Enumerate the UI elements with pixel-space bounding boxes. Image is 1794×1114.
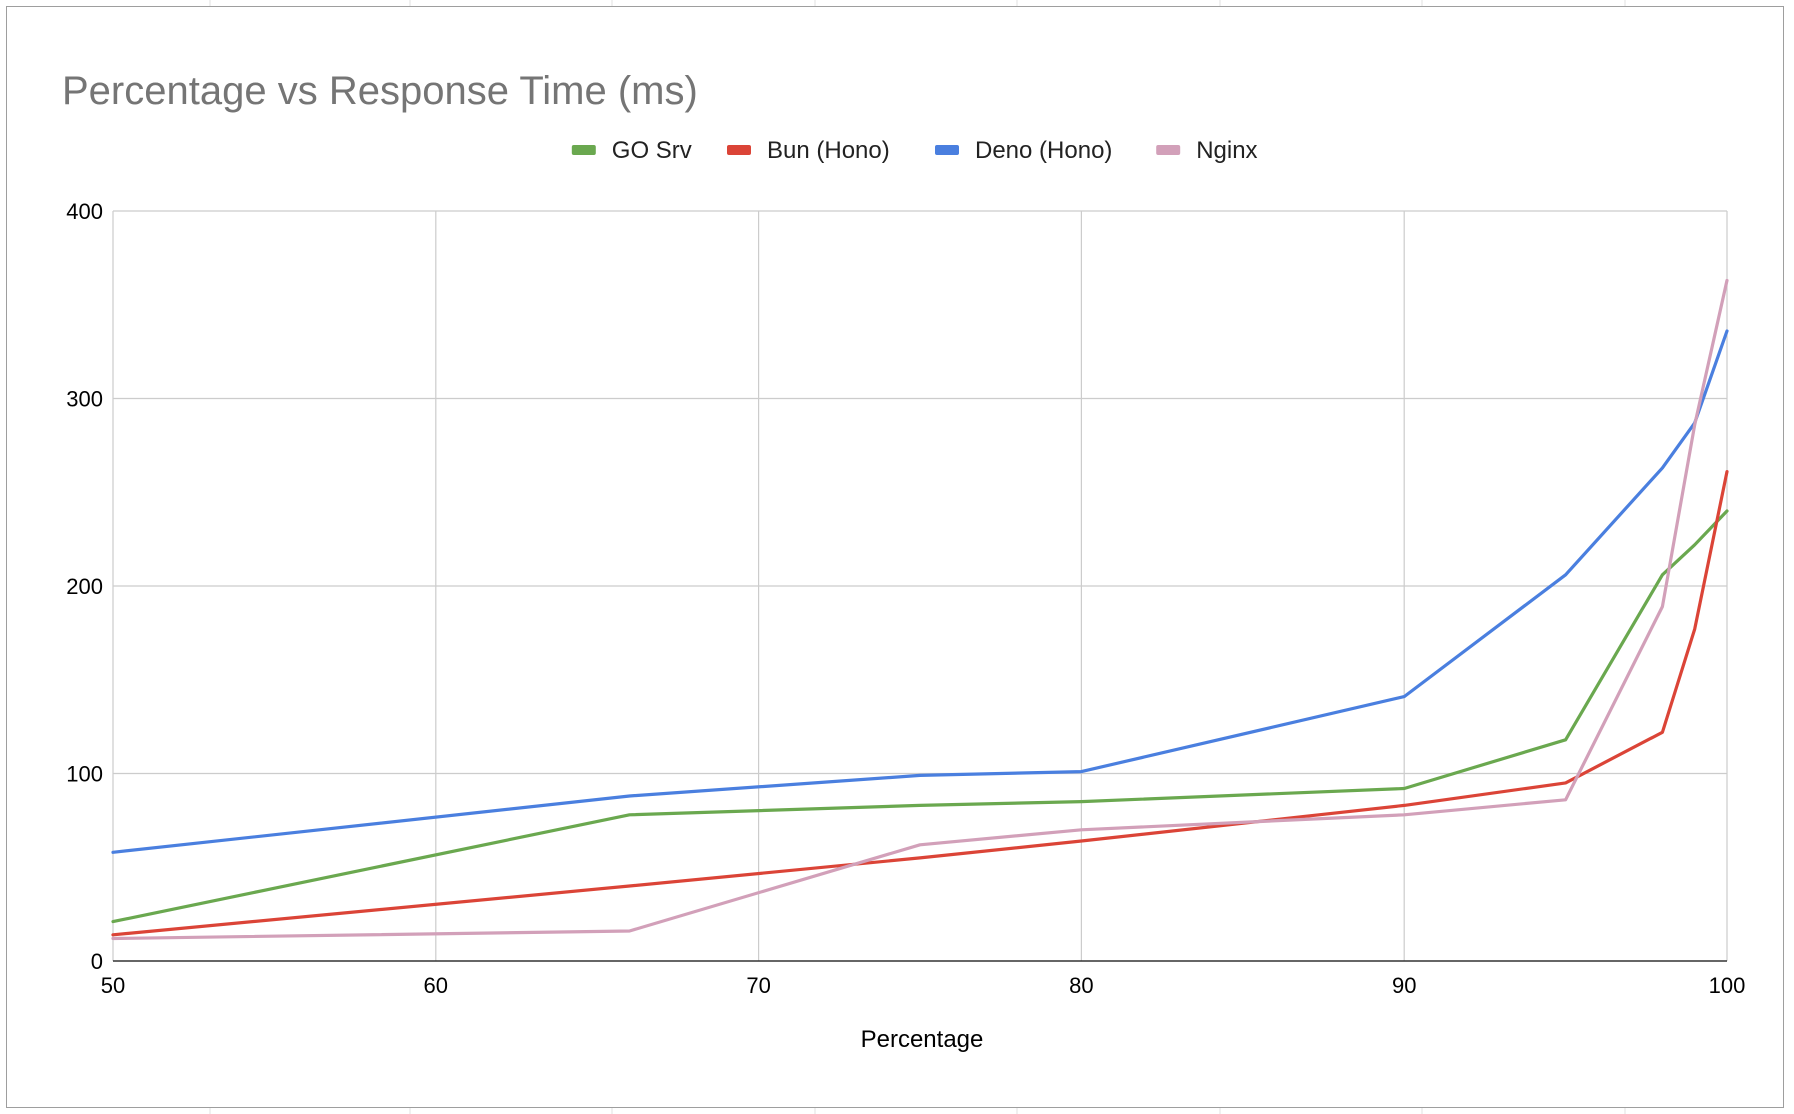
legend-label: Nginx [1196, 137, 1257, 164]
series-line-bun-hono[interactable] [111, 470, 1729, 937]
x-tick-label: 80 [1069, 973, 1093, 998]
legend-swatch [935, 145, 959, 155]
y-tick-label: 100 [66, 762, 103, 787]
series-line-deno-hono[interactable] [111, 329, 1729, 854]
y-tick-label: 300 [66, 387, 103, 412]
legend-item-bun-hono[interactable]: Bun (Hono) [727, 137, 890, 164]
series-line-go-srv[interactable] [111, 509, 1729, 924]
y-axis: 0 100 200 300 400 [66, 199, 103, 974]
chart-series [111, 278, 1729, 941]
y-tick-label: 400 [66, 199, 103, 224]
chart-gridlines [112, 210, 1728, 961]
series-line-nginx[interactable] [111, 278, 1729, 941]
x-tick-label: 60 [424, 973, 448, 998]
legend-item-go-srv[interactable]: GO Srv [571, 137, 692, 164]
legend-swatch [571, 145, 596, 155]
legend-swatch [1156, 145, 1181, 155]
chart-legend: GO Srv Bun (Hono) Deno (Hono) Nginx [571, 137, 1258, 164]
x-tick-label: 70 [746, 973, 770, 998]
x-tick-label: 50 [101, 973, 125, 998]
legend-item-nginx[interactable]: Nginx [1156, 137, 1258, 164]
y-tick-label: 200 [66, 574, 103, 599]
y-tick-label: 0 [91, 949, 103, 974]
line-chart: Percentage vs Response Time (ms) GO Srv B… [62, 69, 1746, 1053]
legend-label: Deno (Hono) [975, 137, 1112, 164]
chart-title: Percentage vs Response Time (ms) [62, 69, 698, 113]
x-axis: 50 60 70 80 90 100 [101, 960, 1746, 998]
legend-item-deno-hono[interactable]: Deno (Hono) [935, 137, 1112, 164]
x-tick-label: 90 [1392, 973, 1416, 998]
legend-label: Bun (Hono) [767, 137, 890, 164]
legend-swatch [727, 145, 751, 155]
x-tick-label: 100 [1709, 973, 1746, 998]
x-axis-title: Percentage [861, 1026, 984, 1053]
chart-container[interactable]: Percentage vs Response Time (ms) GO Srv B… [6, 6, 1784, 1108]
legend-label: GO Srv [612, 137, 692, 164]
